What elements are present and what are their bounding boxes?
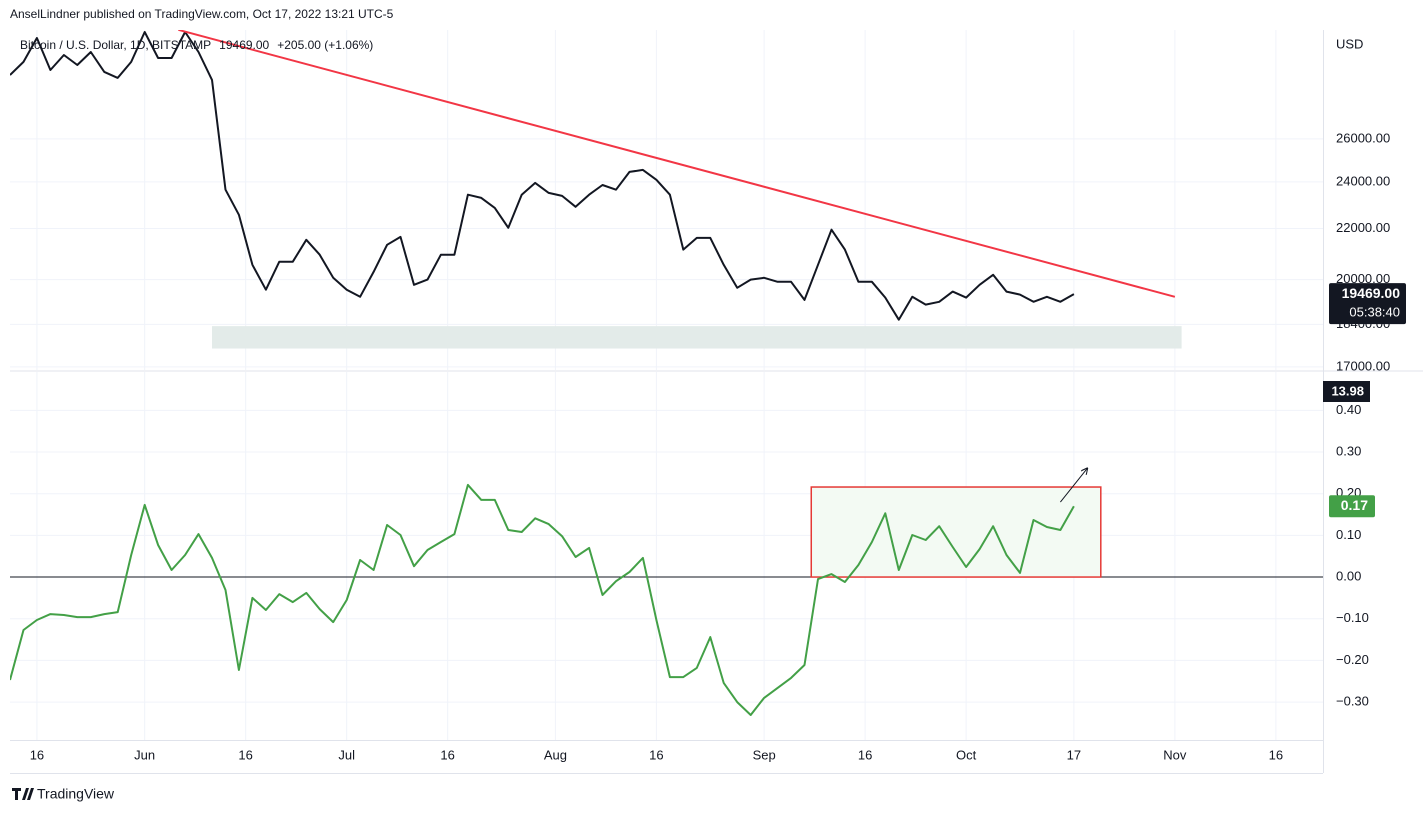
y-tick-label: 22000.00 bbox=[1336, 220, 1390, 235]
y-tick-label: −0.30 bbox=[1336, 694, 1369, 709]
published-note: AnselLindner published on TradingView.co… bbox=[10, 7, 394, 21]
logo-mark bbox=[12, 788, 34, 800]
trendline bbox=[178, 30, 1176, 298]
y-tick-label: −0.10 bbox=[1336, 610, 1369, 625]
x-tick-label: 16 bbox=[30, 747, 44, 762]
last-price-label: 19469.00 bbox=[1342, 285, 1401, 301]
oscillator-pane bbox=[10, 483, 1323, 716]
y-tick-label: 17000.00 bbox=[1336, 358, 1390, 373]
x-tick-label: 16 bbox=[1269, 747, 1283, 762]
legend-symbol: Bitcoin / U.S. Dollar, 1D, BITSTAMP bbox=[20, 38, 211, 52]
x-tick-label: 17 bbox=[1067, 747, 1081, 762]
x-tick-label: Sep bbox=[753, 747, 776, 762]
currency-label: USD bbox=[1336, 36, 1363, 51]
series-line bbox=[10, 483, 1075, 716]
x-tick-label: Aug bbox=[544, 747, 567, 762]
x-tick-label: 16 bbox=[440, 747, 454, 762]
footer-brand: TradingView bbox=[37, 786, 115, 802]
y-tick-label: −0.20 bbox=[1336, 652, 1369, 667]
grid-layer bbox=[10, 30, 1323, 740]
y-tick-label: 24000.00 bbox=[1336, 173, 1390, 188]
legend: Bitcoin / U.S. Dollar, 1D, BITSTAMP 19469… bbox=[20, 38, 373, 52]
y-tick-label: 0.30 bbox=[1336, 443, 1361, 458]
footer-logo: TradingView bbox=[12, 786, 115, 802]
y-tick-label: 20000.00 bbox=[1336, 271, 1390, 286]
x-tick-label: 16 bbox=[238, 747, 252, 762]
x-tick-label: Jun bbox=[134, 747, 155, 762]
y-tick-label: 0.40 bbox=[1336, 402, 1361, 417]
range-box bbox=[810, 486, 1102, 578]
frame bbox=[10, 30, 1423, 774]
y-tick-label: 0.10 bbox=[1336, 527, 1361, 542]
indicator-label: 13.98 bbox=[1331, 383, 1364, 398]
legend-last: 19469.00 bbox=[219, 38, 269, 52]
last-value-box bbox=[1329, 495, 1375, 518]
x-tick-label: 16 bbox=[649, 747, 663, 762]
last-price-box bbox=[1329, 283, 1406, 325]
y-tick-label: 26000.00 bbox=[1336, 130, 1390, 145]
x-tick-label: Nov bbox=[1163, 747, 1187, 762]
x-tick-label: Oct bbox=[956, 747, 977, 762]
last-value-label: 0.17 bbox=[1341, 497, 1368, 513]
arrow bbox=[1060, 468, 1087, 503]
price-pane bbox=[10, 30, 1176, 321]
zone-layer bbox=[212, 326, 1182, 349]
x-tick-label: Jul bbox=[338, 747, 355, 762]
countdown-label: 05:38:40 bbox=[1349, 305, 1400, 320]
indicator-label-box bbox=[1323, 381, 1370, 402]
x-tick-label: 16 bbox=[858, 747, 872, 762]
support-zone bbox=[212, 326, 1182, 349]
series-line bbox=[10, 31, 1075, 321]
y-tick-label: 0.00 bbox=[1336, 568, 1361, 583]
legend-change: +205.00 (+1.06%) bbox=[277, 38, 373, 52]
label-layer: 16 Jun 16 Jul 16 Aug 16 Sep 16 Oct 17 Nov 16 17000.00… bbox=[30, 130, 1406, 762]
